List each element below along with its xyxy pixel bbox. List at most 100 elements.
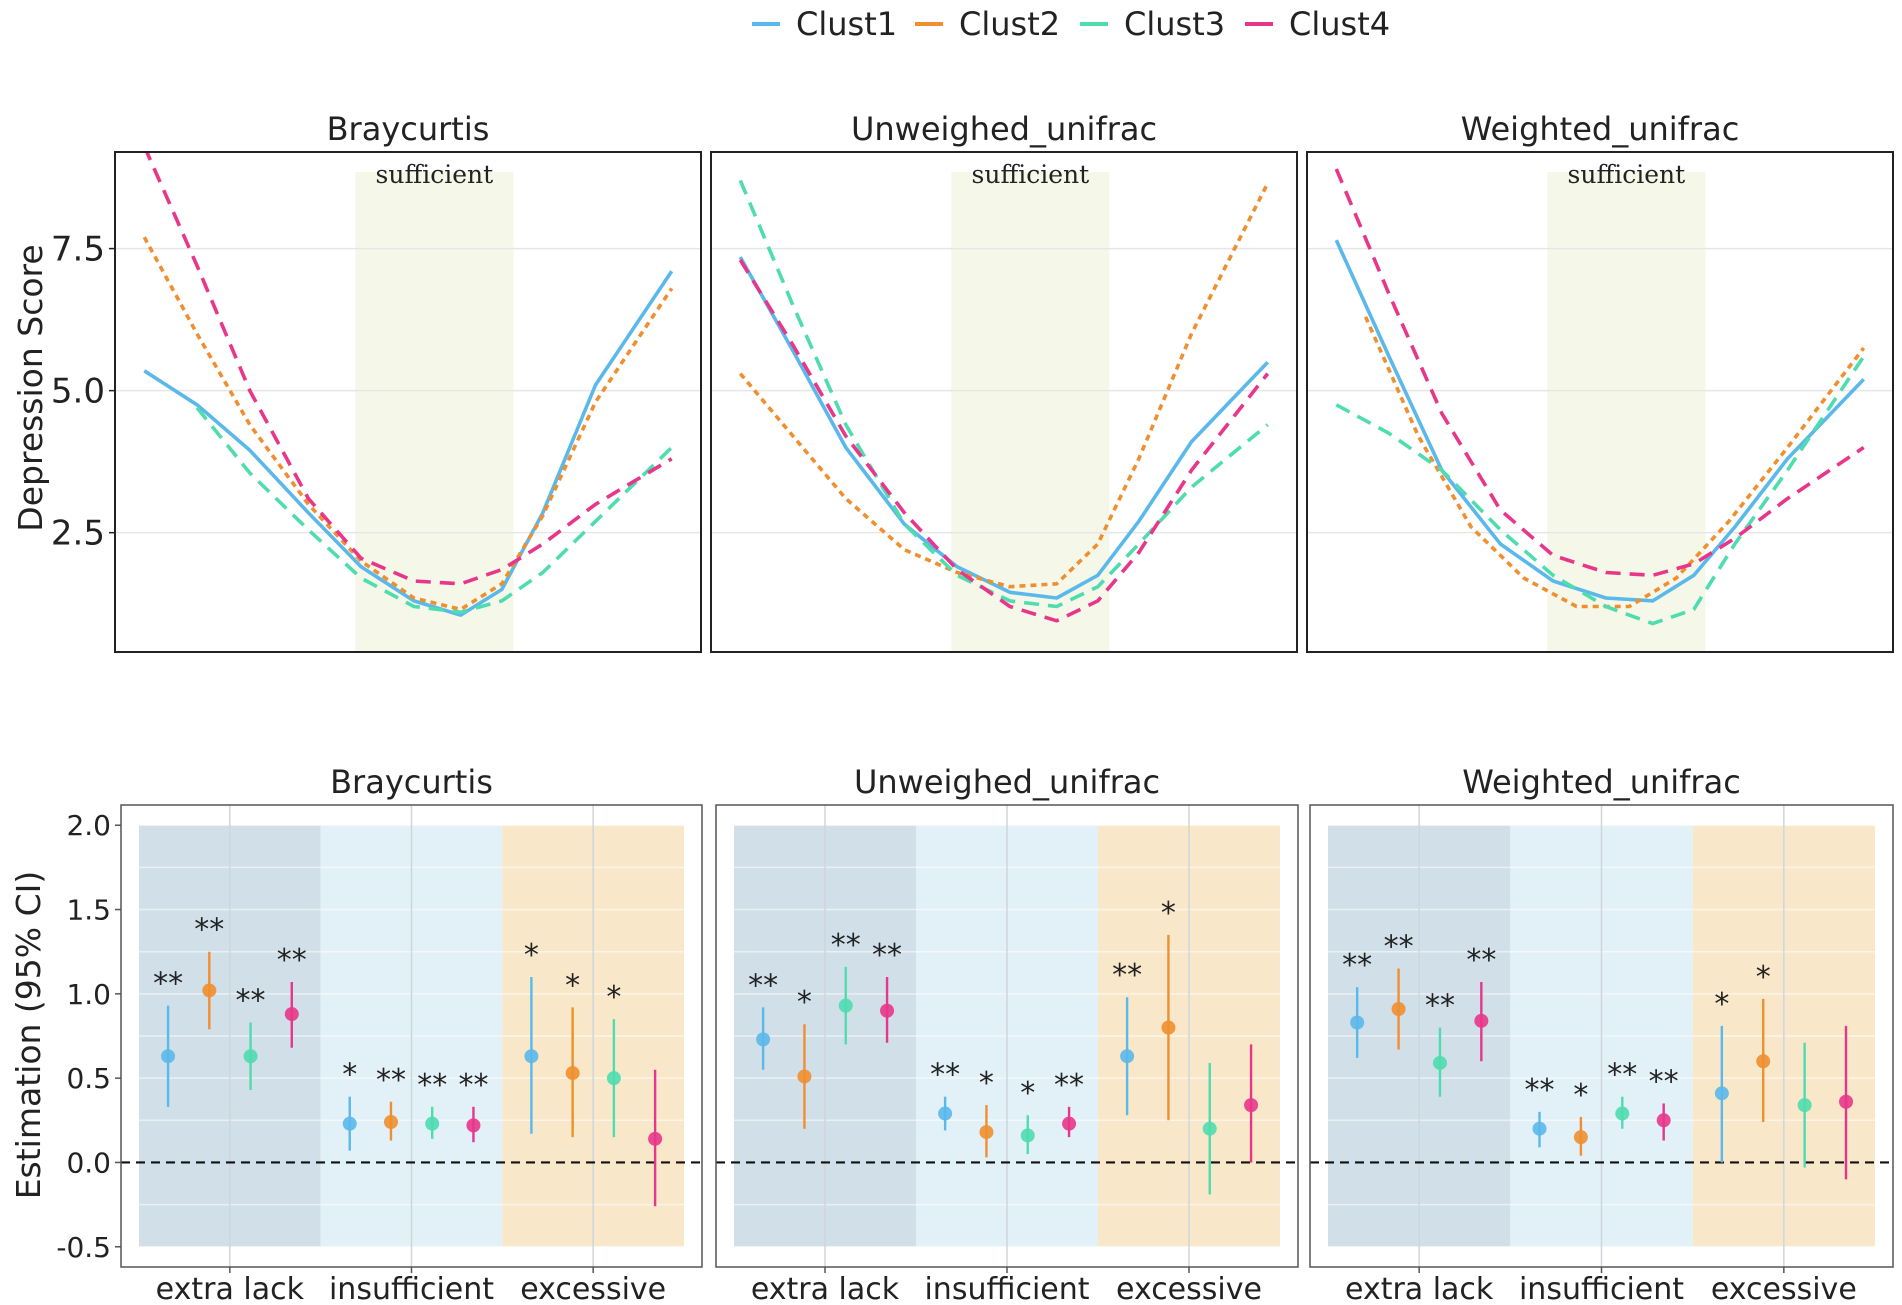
y-tick-label: 7.5 <box>51 230 105 270</box>
series-line-clust1 <box>143 270 674 617</box>
line-panel-1: Braycurtis sufficient 2.5 5.0 7.5 <box>51 110 702 653</box>
panel-frame <box>710 151 1298 653</box>
legend-label-clust2: Clust2 <box>959 5 1060 43</box>
significance-label: ** <box>1525 1073 1555 1108</box>
estimate-point <box>1656 1113 1671 1128</box>
series-line-clust2 <box>738 182 1270 589</box>
significance-label: ** <box>930 1058 960 1093</box>
estimate-panel-3: Weighted_unifrac********** *** ****extra l… <box>1309 763 1894 1305</box>
estimate-point <box>979 1125 994 1140</box>
estimate-clust2: ** <box>376 1063 406 1141</box>
band-label: sufficient <box>376 160 494 189</box>
estimate-clust4 <box>648 1069 663 1207</box>
estimate-point <box>606 1071 621 1086</box>
estimate-point <box>838 998 853 1013</box>
series-line-clust1 <box>1334 239 1865 603</box>
y-tick-label: 0.5 <box>66 1062 111 1095</box>
estimate-clust1: * <box>342 1058 357 1151</box>
estimate-point <box>1532 1121 1547 1136</box>
estimate-clust1: ** <box>1525 1073 1555 1148</box>
band-label: sufficient <box>1568 160 1686 189</box>
estimate-point <box>161 1049 176 1064</box>
x-tick-label: extra lack <box>156 1272 305 1305</box>
estimate-clust2: * <box>565 968 580 1138</box>
panel-title: Braycurtis <box>330 763 493 801</box>
significance-label: ** <box>1112 958 1142 993</box>
estimate-point <box>1573 1130 1588 1145</box>
estimate-clust4: ** <box>1466 943 1496 1062</box>
estimate-clust3: * <box>606 980 621 1138</box>
estimate-point <box>1839 1094 1854 1109</box>
estimate-clust2: * <box>797 985 812 1129</box>
estimate-clust2: * <box>979 1066 994 1158</box>
series-line-clust4 <box>1334 168 1865 578</box>
significance-label: ** <box>277 943 307 978</box>
significance-label: ** <box>236 984 266 1019</box>
estimate-clust1: ** <box>748 968 778 1070</box>
bottom-ylabel: Estimation (95% CI) <box>9 871 48 1200</box>
estimate-clust4: ** <box>1649 1064 1679 1141</box>
significance-label: ** <box>194 913 224 948</box>
estimate-point <box>425 1116 440 1131</box>
significance-label: * <box>565 968 580 1003</box>
estimate-point <box>1244 1098 1259 1113</box>
significance-label: ** <box>1054 1068 1084 1103</box>
series-line-clust3 <box>1335 355 1866 626</box>
estimate-point <box>284 1007 299 1022</box>
x-tick-label: insufficient <box>924 1272 1089 1305</box>
y-tick-label: 2.0 <box>66 809 111 842</box>
estimate-clust2: ** <box>194 913 224 1030</box>
panel-title: Weighted_unifrac <box>1462 763 1741 801</box>
significance-label: * <box>1020 1076 1035 1111</box>
estimate-point <box>1120 1049 1135 1064</box>
estimate-point <box>1202 1121 1217 1136</box>
significance-label: ** <box>748 968 778 1003</box>
estimate-clust3: ** <box>1607 1058 1637 1129</box>
significance-label: ** <box>1607 1058 1637 1093</box>
estimate-clust3: * <box>1020 1076 1035 1155</box>
estimate-point <box>1350 1015 1365 1030</box>
estimate-point <box>1474 1013 1489 1028</box>
significance-label: ** <box>1466 943 1496 978</box>
estimate-point <box>466 1118 481 1133</box>
significance-label: ** <box>458 1068 488 1103</box>
estimate-clust1: * <box>524 938 539 1134</box>
estimate-point <box>648 1131 663 1146</box>
line-panel-2: Unweighed_unifrac sufficient <box>710 110 1298 653</box>
x-tick-label: excessive <box>1711 1272 1857 1305</box>
significance-label: ** <box>417 1068 447 1103</box>
series-line-clust4 <box>144 152 673 586</box>
estimate-point <box>1714 1086 1729 1101</box>
estimate-clust3: ** <box>831 928 861 1045</box>
estimate-clust4: ** <box>872 938 902 1043</box>
significance-label: ** <box>831 928 861 963</box>
estimate-point <box>565 1066 580 1081</box>
estimate-point <box>1161 1020 1176 1035</box>
estimate-clust3: ** <box>236 984 266 1090</box>
significance-label: * <box>797 985 812 1020</box>
series-line-clust1 <box>738 256 1270 600</box>
y-tick-label: 1.5 <box>66 894 111 927</box>
estimate-clust3 <box>1797 1042 1812 1168</box>
estimate-clust1: ** <box>1112 958 1142 1116</box>
significance-label: * <box>1161 896 1176 931</box>
line-panel-3: Weighted_unifrac sufficient <box>1306 110 1894 653</box>
estimate-point <box>797 1069 812 1084</box>
significance-label: ** <box>153 967 183 1002</box>
x-tick-label: insufficient <box>1519 1272 1684 1305</box>
sufficient-band <box>1547 172 1706 652</box>
estimate-clust1: ** <box>153 967 183 1107</box>
legend-label-clust1: Clust1 <box>796 5 897 43</box>
band-label: sufficient <box>972 160 1090 189</box>
estimate-clust2: * <box>1161 896 1176 1121</box>
estimate-clust3: ** <box>417 1068 447 1139</box>
panel-title: Unweighed_unifrac <box>854 763 1160 801</box>
y-tick-label: 1.0 <box>66 978 111 1011</box>
estimate-clust1: * <box>1714 987 1729 1163</box>
estimate-point <box>1020 1128 1035 1143</box>
significance-label: ** <box>1425 989 1455 1024</box>
estimate-clust2: * <box>1756 960 1771 1122</box>
sufficient-band <box>355 172 514 652</box>
y-tick-label: -0.5 <box>56 1231 111 1264</box>
